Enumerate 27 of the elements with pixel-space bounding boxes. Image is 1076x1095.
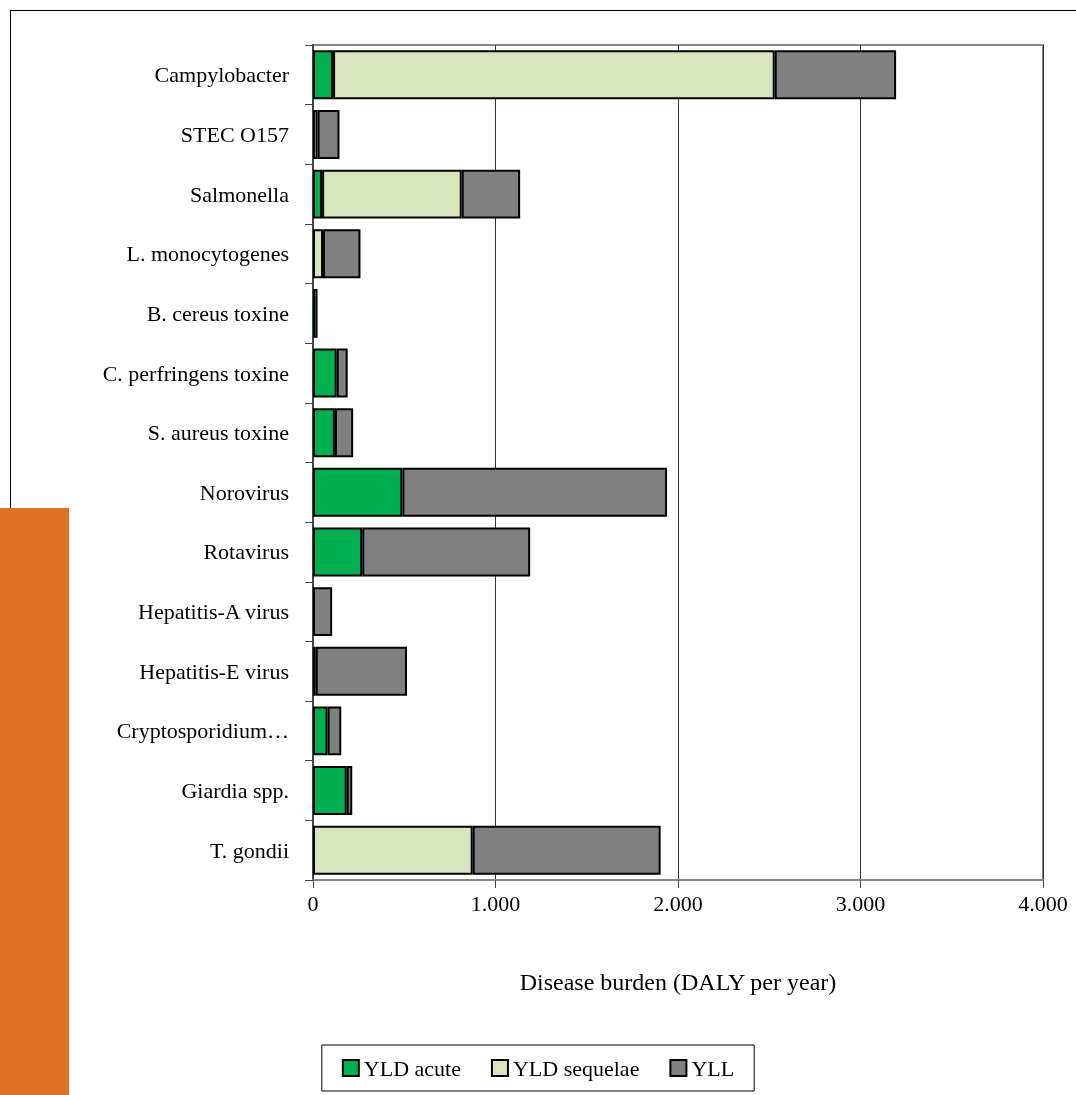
y-tick-label: Campylobacter [154, 62, 290, 88]
legend-label: YLD acute [363, 1055, 461, 1081]
y-tick-label: S. aureus toxine [147, 420, 289, 446]
x-tick-label: 2.000 [653, 890, 703, 916]
x-tick-label: 0 [307, 890, 319, 916]
y-tick-label: STEC O157 [180, 121, 289, 147]
y-tick-label: Hepatitis-A virus [138, 599, 289, 625]
y-tick-label: L. monocytogenes [126, 241, 289, 267]
y-tick-label: Giardia spp. [181, 778, 289, 804]
y-tick-label: Hepatitis-E virus [139, 658, 289, 684]
bar [315, 646, 407, 696]
y-tick-label: Cryptosporidium… [116, 718, 289, 744]
y-tick-label: Rotavirus [203, 539, 289, 565]
y-tick-label: Salmonella [190, 181, 290, 207]
y-tick-label: B. cereus toxine [146, 300, 289, 326]
y-tick-label: C. perfringens toxine [102, 360, 289, 386]
bar [313, 288, 318, 338]
bar [317, 110, 340, 159]
y-tick-label: T. gondii [209, 837, 289, 863]
bar [313, 587, 333, 637]
x-axis-title: Disease burden (DALY per year) [519, 969, 837, 995]
x-tick-label: 3.000 [835, 890, 886, 916]
legend-label: YLL [691, 1055, 735, 1081]
x-tick-label: 1.000 [470, 890, 521, 916]
y-tick-label: Norovirus [199, 479, 289, 505]
x-tick-label: 4.000 [1018, 890, 1068, 916]
legend-label: YLD sequelae [512, 1055, 640, 1081]
